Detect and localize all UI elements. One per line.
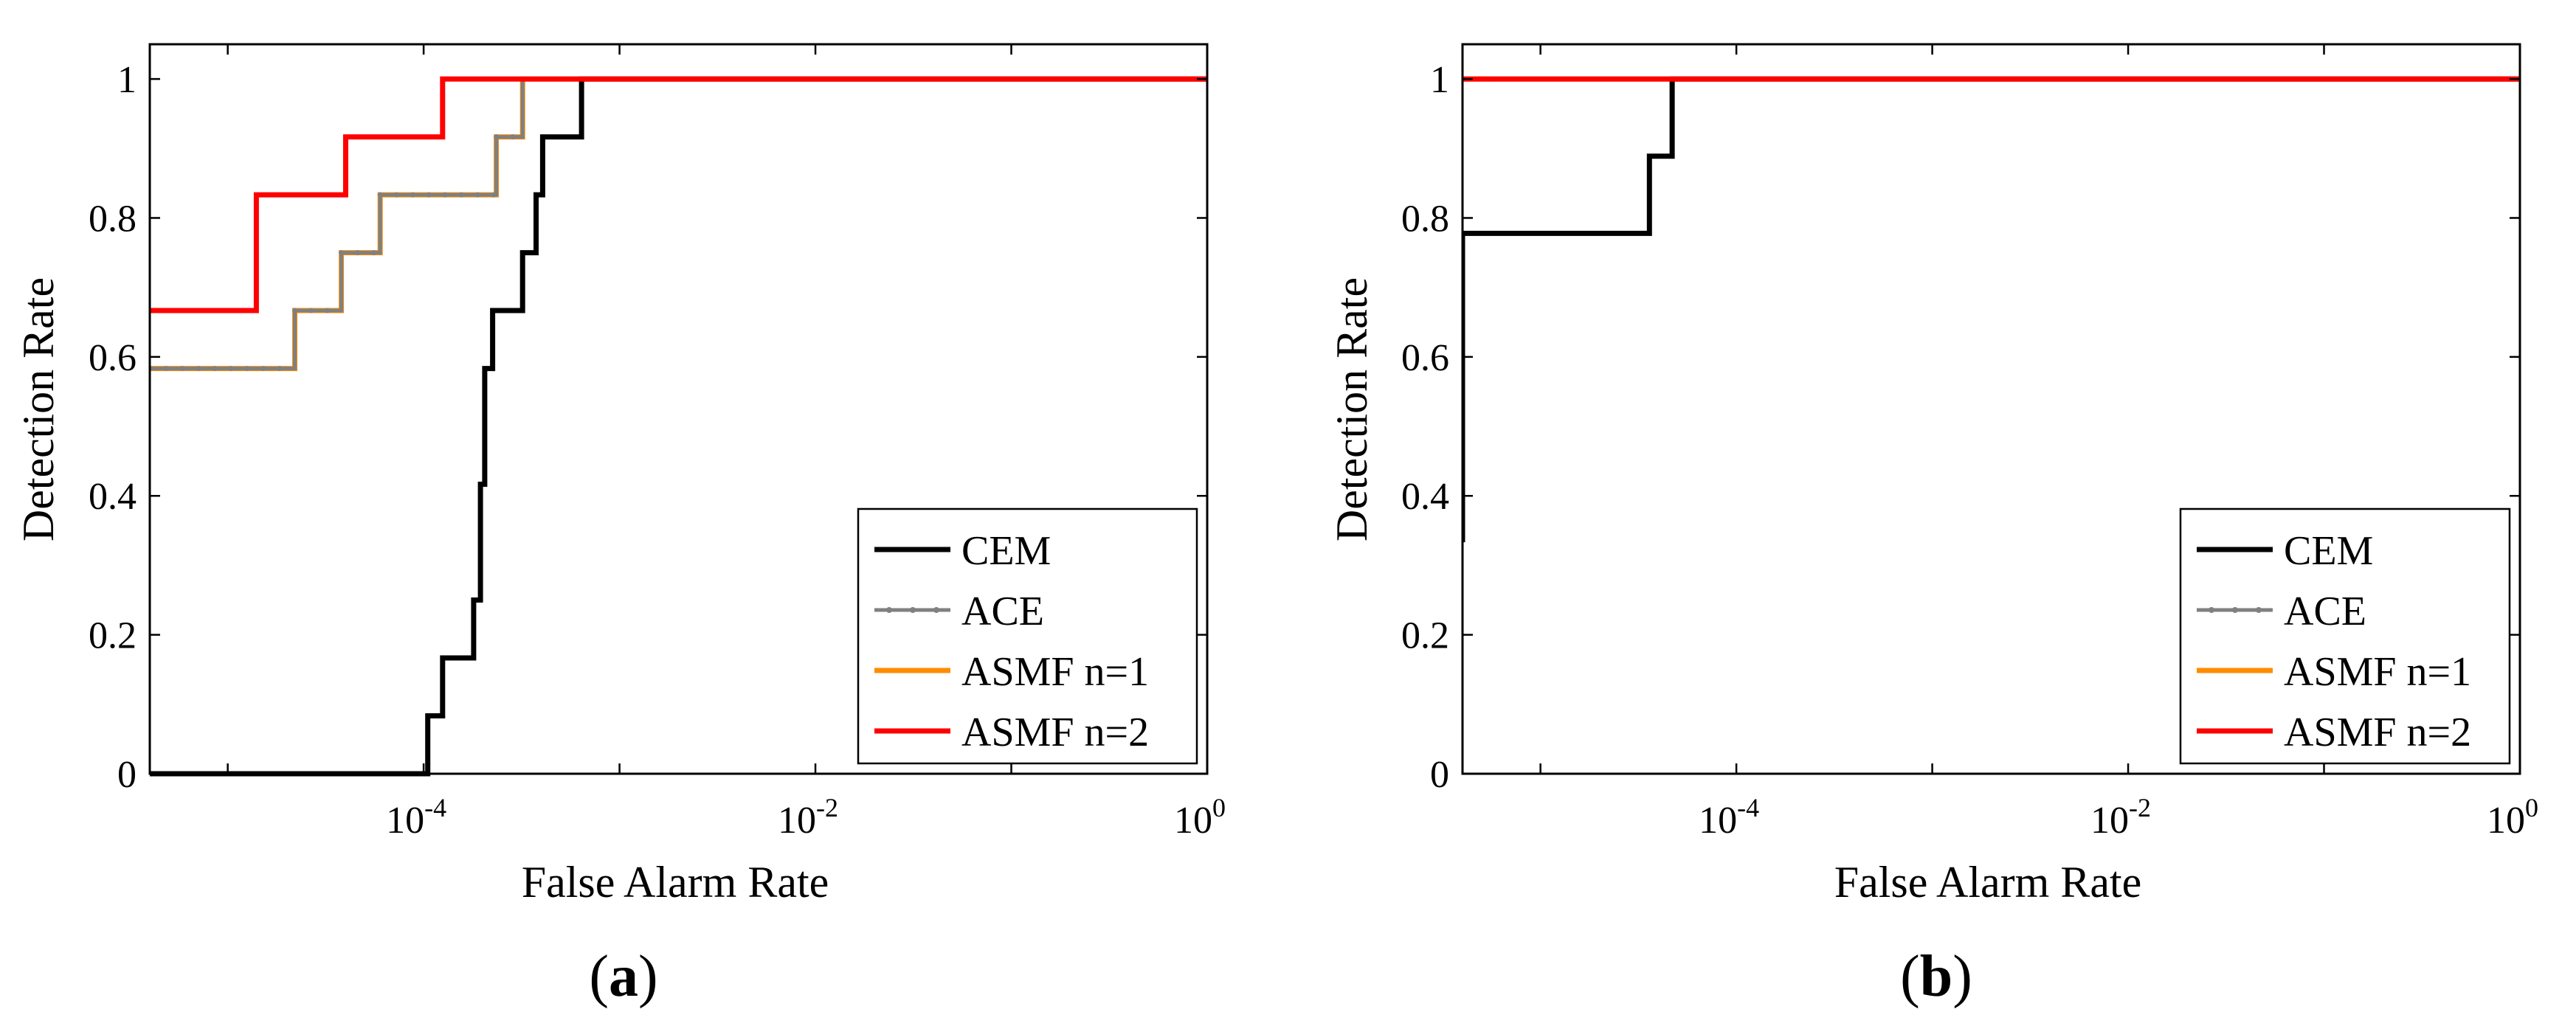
series-marker-ace — [474, 192, 480, 198]
panel-label-b-close: ) — [1952, 944, 1972, 1009]
y-tick-label: 0 — [1430, 754, 1449, 796]
series-marker-ace — [292, 308, 298, 313]
series-marker-ace — [410, 192, 415, 198]
series-marker-ace — [277, 366, 283, 372]
x-tick-exponent: -2 — [2129, 793, 2151, 822]
x-tick-label: 10-2 — [2090, 793, 2151, 842]
legend-label-cem: CEM — [961, 528, 1051, 574]
chart-panel-b: 00.20.40.60.81 10-4 10-2 100 False Alarm R… — [1327, 43, 2538, 1009]
series-marker-ace — [196, 366, 201, 372]
x-tick-exponent: 0 — [1212, 793, 1226, 822]
y-tick-label: 0.8 — [1401, 198, 1449, 240]
series-marker-ace — [393, 192, 399, 198]
legend-marker — [2256, 607, 2262, 613]
series-marker-ace — [458, 192, 464, 198]
series-marker-ace — [308, 308, 314, 313]
legend-label-asmf-n-2: ASMF n=2 — [961, 710, 1149, 755]
panel-label-a: (a) — [589, 944, 657, 1009]
plot-area-a — [150, 76, 1207, 777]
y-tick-label: 1 — [1430, 59, 1449, 101]
x-axis-a: 10-4 10-2 100 — [227, 44, 1226, 842]
series-marker-ace — [212, 366, 218, 372]
y-axis-label-b: Detection Rate — [1327, 277, 1376, 541]
panel-label-b-open: ( — [1900, 944, 1920, 1009]
y-tick-label: 0 — [117, 754, 137, 796]
series-marker-ace — [491, 192, 497, 198]
series-line-cem — [1463, 76, 2520, 543]
x-tick-label: 10-2 — [778, 793, 838, 842]
series-marker-ace — [442, 192, 448, 198]
x-tick-label: 100 — [1174, 793, 1226, 842]
x-tick-label: 10-4 — [1699, 793, 1759, 842]
series-line-ace — [150, 77, 1207, 371]
x-axis-label-b: False Alarm Rate — [1834, 858, 2142, 907]
x-tick-base: 10 — [778, 800, 816, 842]
y-axis-a: 0 0.2 0.4 0.6 0.8 1 — [89, 59, 1207, 796]
y-axis-b: 0 0.2 0.4 0.6 0.8 1 — [1401, 59, 2520, 796]
panel-label-b: (b) — [1900, 944, 1972, 1009]
y-tick-label: 0.4 — [1401, 476, 1449, 518]
x-tick-label: 100 — [2487, 793, 2538, 842]
y-tick-label: 0.6 — [89, 337, 137, 379]
y-tick-label: 0.6 — [1401, 337, 1449, 379]
series-marker-ace — [244, 366, 250, 372]
series-marker-ace — [494, 134, 500, 140]
x-tick-label: 10-4 — [386, 793, 446, 842]
x-axis-label-a: False Alarm Rate — [522, 858, 829, 907]
x-tick-base: 10 — [2487, 800, 2525, 842]
y-tick-label: 0.2 — [1401, 615, 1449, 657]
panel-label-a-open: ( — [589, 944, 609, 1009]
legend-marker — [910, 607, 916, 613]
series-marker-ace — [260, 366, 266, 372]
series-marker-ace — [371, 250, 377, 256]
legend-marker — [2232, 607, 2238, 613]
x-tick-exponent: -4 — [424, 793, 446, 822]
y-tick-label: 0.4 — [89, 476, 137, 518]
legend-label-asmf-n-2: ASMF n=2 — [2284, 710, 2471, 755]
series-marker-ace — [163, 366, 169, 372]
y-tick-label: 0.8 — [89, 198, 137, 240]
series-marker-ace — [179, 366, 185, 372]
plot-area-b — [1463, 76, 2520, 543]
legend-label-ace: ACE — [2284, 589, 2366, 634]
panel-label-a-close: ) — [638, 944, 658, 1009]
plot-frame-a — [148, 43, 1209, 775]
series-marker-ace — [377, 192, 383, 198]
y-axis-label-a: Detection Rate — [14, 277, 63, 541]
series-marker-ace — [228, 366, 234, 372]
plot-frame-b — [1461, 43, 2521, 775]
legend-a: CEM ACE ASMF n=1 ASMF n=2 — [857, 507, 1198, 765]
x-tick-base: 10 — [1699, 800, 1737, 842]
series-marker-ace — [325, 308, 331, 313]
x-tick-exponent: -4 — [1737, 793, 1759, 822]
legend-marker — [933, 607, 939, 613]
series-line-asmf-n-2 — [150, 76, 1207, 313]
x-tick-base: 10 — [386, 800, 424, 842]
x-tick-exponent: -2 — [816, 793, 838, 822]
legend-label-cem: CEM — [2284, 528, 2373, 574]
x-tick-base: 10 — [2090, 800, 2129, 842]
series-marker-ace — [426, 192, 432, 198]
x-tick-exponent: 0 — [2525, 793, 2538, 822]
series-marker-ace — [339, 250, 345, 256]
legend-label-asmf-n-1: ASMF n=1 — [961, 649, 1149, 695]
legend-marker — [2209, 607, 2214, 613]
x-axis-b: 10-4 10-2 100 — [1539, 44, 2538, 842]
series-line-asmf-n-1 — [150, 76, 1207, 372]
panel-label-a-letter: a — [609, 944, 638, 1009]
series-marker-ace — [510, 134, 516, 140]
legend-marker — [886, 607, 892, 613]
legend-label-asmf-n-1: ASMF n=1 — [2284, 649, 2471, 695]
chart-panel-a: 00.20.40.60.81 10-4 10-2 100 False Alarm R… — [14, 43, 1226, 1009]
panel-label-b-letter: b — [1920, 944, 1953, 1009]
legend-label-ace: ACE — [961, 589, 1044, 634]
y-tick-label: 0.2 — [89, 615, 137, 657]
series-line-cem — [150, 76, 1207, 777]
y-tick-label: 1 — [117, 59, 137, 101]
series-marker-ace — [355, 250, 361, 256]
x-tick-base: 10 — [1174, 800, 1212, 842]
legend-b: CEM ACE ASMF n=1 ASMF n=2 — [2179, 507, 2511, 765]
